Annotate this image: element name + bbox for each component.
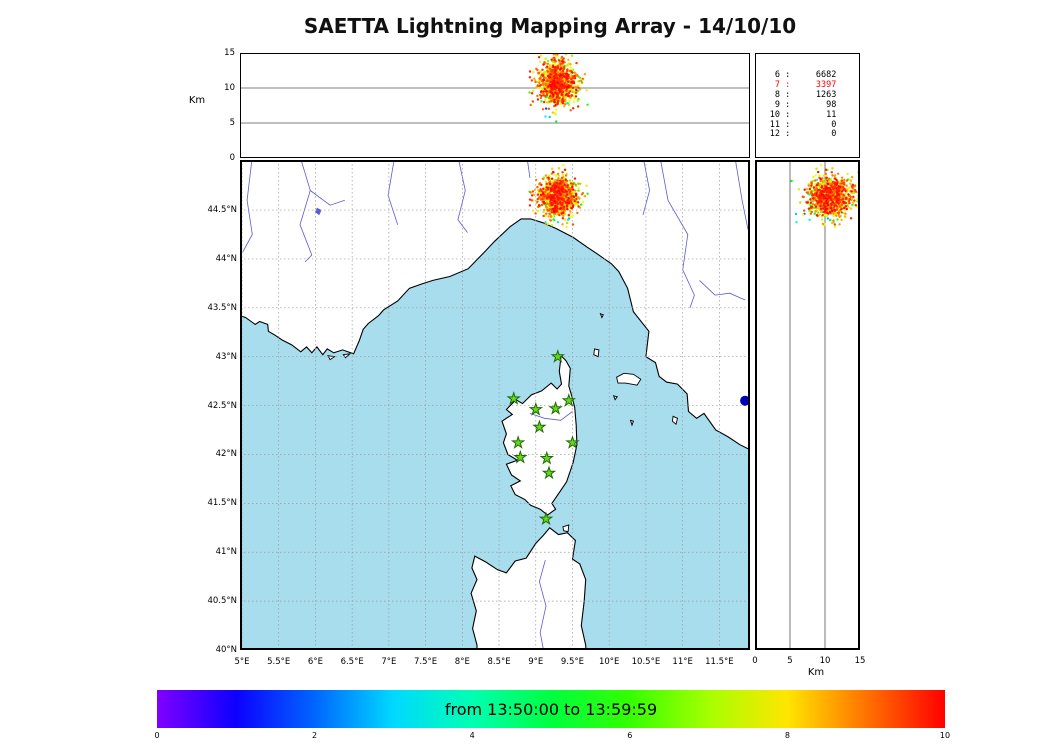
map-panel [240, 160, 750, 650]
colorbar-tick: 0 [154, 731, 160, 740]
latitude-tick: 44.5°N [207, 205, 237, 216]
latitude-tick: 44°N [215, 253, 237, 264]
station-count-row: 7 : 3397 [774, 79, 837, 90]
station-count-row: 9 : 98 [774, 99, 837, 110]
top-panel-frame [240, 53, 750, 158]
longitude-tick: 10°E [598, 657, 620, 667]
altitude-axis-label-right: Km [807, 667, 825, 678]
longitude-tick: 5.5°E [267, 657, 291, 667]
station-count-row: 6 : 6682 [774, 70, 837, 80]
longitude-tick: 10.5°E [631, 657, 661, 667]
river [642, 160, 651, 216]
river [310, 190, 345, 206]
station-markers [506, 349, 580, 526]
station-count-row: 12 : 0 [769, 129, 837, 140]
map-frame [240, 160, 750, 650]
latitude-tick: 40.5°N [207, 596, 237, 607]
island [599, 312, 604, 319]
longitude-tick: 6°E [307, 657, 323, 667]
river [735, 160, 749, 230]
river [457, 160, 468, 233]
corsica [501, 354, 578, 516]
river [387, 160, 399, 225]
sardinia [470, 527, 587, 650]
station-count-row: 8 : 1263 [774, 89, 837, 100]
land-masses [240, 160, 750, 650]
station-star [550, 349, 566, 363]
river [527, 160, 531, 178]
altitude-tick-top: 10 [224, 83, 235, 93]
mainland-coast [240, 160, 750, 451]
latitude-tick: 42°N [215, 449, 237, 460]
station-star [561, 393, 577, 407]
station-star [510, 435, 526, 449]
island [562, 524, 570, 533]
river [529, 411, 573, 421]
figure-title: SAETTA Lightning Mapping Array - 14/10/1… [303, 14, 797, 38]
station-star [532, 419, 547, 434]
river [242, 160, 253, 253]
right-panel-frame [755, 160, 860, 650]
island [629, 419, 634, 427]
longitude-tick: 11.5°E [705, 657, 734, 667]
colorbar-tick: 4 [469, 731, 475, 740]
altitude-tick-top: 5 [229, 118, 235, 128]
lightning-scatter-top [528, 53, 589, 123]
island [616, 372, 642, 386]
station-count-row: 10 : 11 [769, 109, 837, 120]
latitude-tick: 41.5°N [207, 498, 237, 509]
altitude-tick-right: 15 [854, 656, 866, 666]
river [699, 280, 746, 301]
station-star [565, 435, 580, 449]
latitude-tick: 42.5°N [207, 400, 237, 411]
station-star [506, 391, 521, 405]
altitude-tick-top: 0 [229, 153, 235, 163]
longitude-tick: 8°E [454, 657, 470, 667]
station-count-row: 11 : 0 [769, 119, 837, 130]
station-star [548, 400, 563, 415]
longitude-tick: 11°E [672, 657, 693, 667]
longitude-tick: 6.5°E [340, 657, 364, 667]
colorbar-tick: 10 [939, 731, 951, 740]
longitude-tick: 9°E [528, 657, 544, 667]
time-colorbar [157, 690, 945, 728]
longitude-tick: 7.5°E [414, 657, 438, 667]
station-star [528, 401, 544, 416]
longitude-tick: 8.5°E [487, 657, 511, 667]
altitude-vs-longitude-panel [240, 53, 750, 158]
station-star [538, 511, 554, 526]
island [612, 395, 619, 401]
station-star [539, 450, 555, 465]
altitude-tick-right: 5 [787, 656, 793, 666]
altitude-vs-latitude-panel [755, 160, 860, 650]
altitude-tick-right: 10 [819, 656, 831, 666]
station-count-panel: 6 : 6682 7 : 3397 8 : 1263 9 : 98 10 : 11 11 … [755, 53, 860, 158]
colorbar-tick: 2 [312, 731, 318, 740]
latitude-tick: 43.5°N [207, 302, 237, 313]
altitude-axis-label-top: Km [188, 95, 206, 106]
lightning-scatter-map [528, 163, 589, 229]
rivers [242, 160, 749, 649]
colorbar-tick: 6 [627, 731, 633, 740]
altitude-tick-top: 15 [224, 48, 235, 58]
longitude-tick: 7°E [381, 657, 397, 667]
station-star [541, 465, 557, 480]
longitude-tick: 5°E [234, 657, 250, 667]
latitude-tick: 43°N [215, 351, 237, 362]
colorbar-tick: 8 [784, 731, 790, 740]
longitude-tick: 9.5°E [560, 657, 585, 667]
river [299, 160, 313, 263]
altitude-tick-right: 0 [752, 656, 758, 666]
latitude-tick: 40°N [215, 645, 237, 655]
river [660, 160, 695, 308]
island [593, 348, 600, 358]
blue-marker [740, 395, 750, 406]
colorbar-time-range-label: from 13:50:00 to 13:59:59 [444, 700, 658, 719]
river [538, 559, 547, 649]
latitude-tick: 41°N [215, 547, 237, 558]
island [671, 415, 679, 426]
station-star [513, 449, 528, 464]
